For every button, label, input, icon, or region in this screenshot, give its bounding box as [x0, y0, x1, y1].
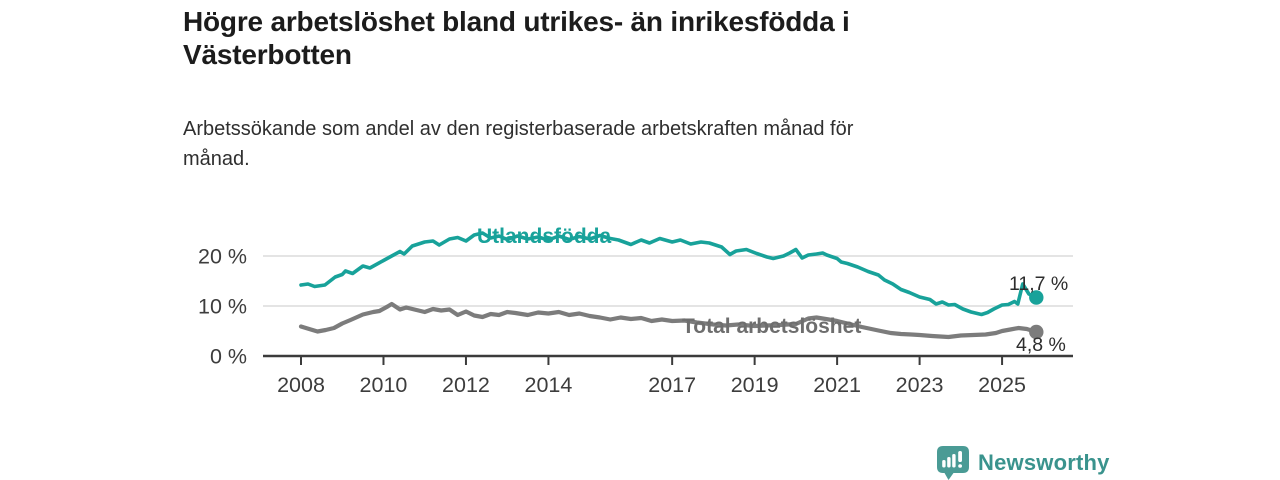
series-label-0: Utlandsfödda: [477, 225, 611, 248]
page-title: Högre arbetslöshet bland utrikes- än inr…: [183, 5, 1103, 71]
chart-subtitle: Arbetssökande som andel av den registerb…: [183, 114, 1043, 174]
chart-subtitle-line-2: månad.: [183, 148, 250, 170]
series-label-1: Total arbetslöshet: [682, 315, 861, 338]
y-tick-label-0: 0 %: [210, 345, 247, 369]
x-tick-label-2021: 2021: [813, 373, 861, 397]
series-line-1: [298, 301, 1039, 340]
y-tick-label-20: 20 %: [198, 245, 247, 269]
series-line-0: [299, 231, 1039, 317]
newsworthy-logo[interactable]: Newsworthy: [936, 446, 1110, 480]
x-tick-label-2023: 2023: [896, 373, 944, 397]
x-tick-label-2012: 2012: [442, 373, 490, 397]
series-end-dot-1: [1029, 324, 1044, 340]
y-tick-label-10: 10 %: [198, 295, 247, 319]
newsworthy-logo-text: Newsworthy: [978, 450, 1110, 475]
series-end-dot-0: [1029, 290, 1044, 305]
end-value-label-1: 4,8 %: [1016, 334, 1066, 356]
x-tick-label-2025: 2025: [978, 373, 1026, 397]
x-tick-label-2019: 2019: [731, 373, 779, 397]
x-tick-label-2010: 2010: [360, 373, 408, 397]
x-tick-label-2014: 2014: [525, 373, 573, 397]
end-value-label-0: 11,7 %: [1009, 273, 1068, 295]
x-tick-label-2017: 2017: [648, 373, 696, 397]
x-tick-label-2008: 2008: [277, 373, 325, 397]
page-title-line-2: Västerbotten: [183, 39, 352, 70]
bar-chart-speech-bubble-icon: [937, 446, 969, 480]
chart-subtitle-line-1: Arbetssökande som andel av den registerb…: [183, 118, 854, 140]
page-title-line-1: Högre arbetslöshet bland utrikes- än inr…: [183, 6, 850, 37]
